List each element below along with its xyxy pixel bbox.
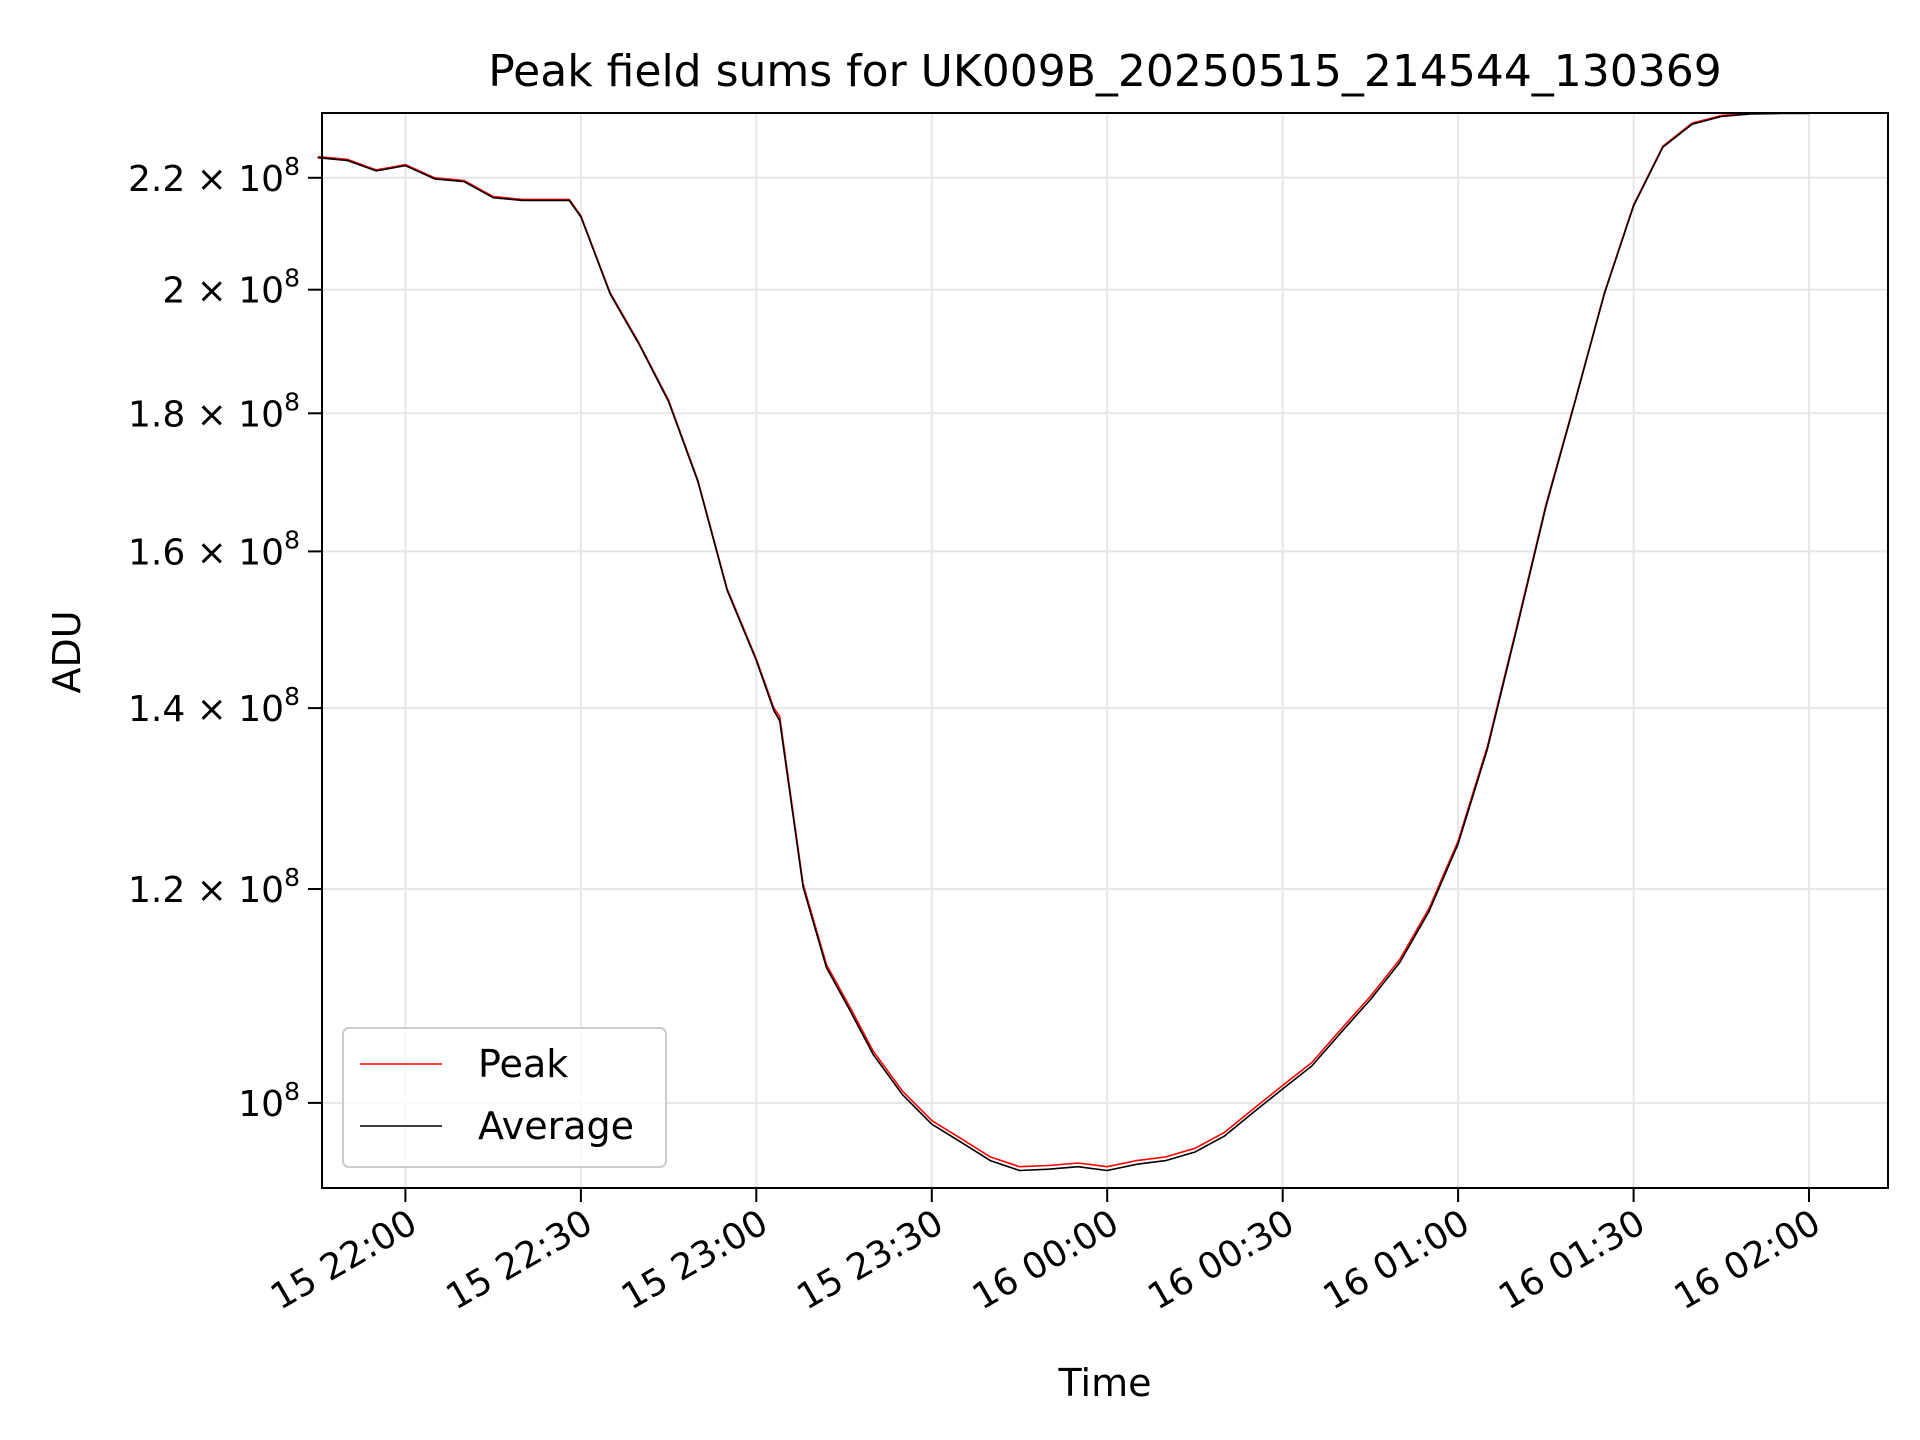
x-axis-label: Time — [1058, 1361, 1152, 1405]
y-tick-label: 108 — [238, 1077, 300, 1125]
y-tick-label: 2 × 108 — [162, 264, 300, 312]
legend-box — [342, 1027, 667, 1168]
y-tick-mantissa: 1.4 × — [128, 689, 238, 730]
y-tick-mantissa: 2 × — [162, 271, 238, 312]
y-tick-exponent: 8 — [284, 152, 300, 181]
series-line-average — [317, 112, 1809, 1172]
grid — [322, 113, 1888, 1188]
y-tick-mantissa: 1.8 × — [128, 394, 238, 435]
y-tick-mantissa: 1.2 × — [128, 870, 238, 911]
y-tick-base: 10 — [238, 870, 284, 911]
y-tick-mantissa: 2.2 × — [128, 159, 238, 200]
legend-average-label: Average — [478, 1104, 634, 1148]
y-tick-exponent: 8 — [284, 387, 300, 416]
y-tick-exponent: 8 — [284, 264, 300, 293]
y-tick-base: 10 — [238, 394, 284, 435]
y-tick-base: 10 — [238, 1084, 284, 1125]
y-tick-label: 1.2 × 108 — [128, 863, 300, 911]
y-tick-label: 1.6 × 108 — [128, 525, 300, 573]
y-tick-base: 10 — [238, 159, 284, 200]
y-tick-exponent: 8 — [284, 682, 300, 711]
y-tick-exponent: 8 — [284, 1077, 300, 1106]
legend-peak-label: Peak — [478, 1042, 568, 1086]
y-tick-base: 10 — [238, 532, 284, 573]
y-tick-mantissa: 1.6 × — [128, 532, 238, 573]
y-tick-base: 10 — [238, 689, 284, 730]
plot-frame — [321, 112, 1889, 1189]
y-tick-exponent: 8 — [284, 863, 300, 892]
y-tick-exponent: 8 — [284, 525, 300, 554]
y-axis-label: ADU — [45, 610, 89, 693]
y-tick-label: 1.4 × 108 — [128, 682, 300, 730]
chart-title: Peak field sums for UK009B_20250515_2145… — [488, 46, 1722, 97]
series-layer — [317, 112, 1809, 1172]
y-tick-base: 10 — [238, 271, 284, 312]
legend: Peak Average — [342, 1027, 667, 1168]
y-tick-label: 1.8 × 108 — [128, 387, 300, 435]
y-tick-label: 2.2 × 108 — [128, 152, 300, 200]
